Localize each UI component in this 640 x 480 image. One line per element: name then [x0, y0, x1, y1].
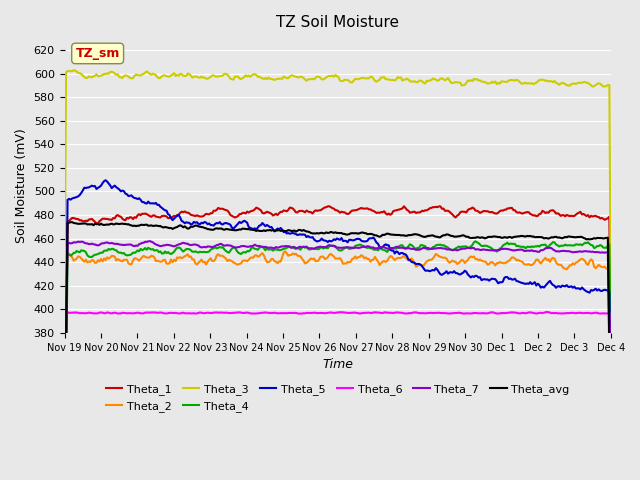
Line: Theta_6: Theta_6	[65, 312, 611, 469]
Theta_5	[129, 194, 137, 200]
Line: Theta_5: Theta_5	[65, 180, 611, 480]
Theta_avg	[129, 223, 137, 229]
Theta_1	[242, 211, 250, 216]
Theta_7	[607, 461, 614, 467]
Theta_6	[543, 309, 551, 315]
X-axis label: Time: Time	[322, 359, 353, 372]
Theta_6	[300, 311, 307, 316]
Theta_2	[61, 432, 68, 437]
Theta_avg	[61, 444, 68, 450]
Theta_4	[578, 242, 586, 248]
Line: Theta_7: Theta_7	[65, 241, 611, 464]
Theta_7	[225, 242, 233, 248]
Theta_3	[607, 314, 614, 320]
Line: Theta_4: Theta_4	[65, 241, 611, 480]
Theta_1	[127, 215, 135, 220]
Theta_5	[607, 411, 614, 417]
Title: TZ Soil Moisture: TZ Soil Moisture	[276, 15, 399, 30]
Theta_6	[127, 310, 135, 316]
Theta_6	[61, 466, 68, 471]
Theta_2	[242, 258, 250, 264]
Theta_6	[607, 466, 614, 472]
Theta_avg	[225, 227, 233, 232]
Theta_2	[607, 435, 614, 441]
Theta_3	[225, 73, 233, 79]
Line: Theta_3: Theta_3	[65, 70, 611, 317]
Theta_3	[70, 67, 77, 73]
Line: Theta_avg: Theta_avg	[65, 222, 611, 455]
Theta_2	[251, 252, 259, 258]
Theta_1	[223, 208, 231, 214]
Theta_1	[578, 212, 586, 217]
Theta_avg	[607, 452, 614, 457]
Theta_5	[301, 232, 309, 238]
Theta_4	[472, 239, 479, 244]
Theta_2	[223, 258, 231, 264]
Theta_6	[251, 311, 259, 316]
Theta_2	[127, 261, 135, 267]
Theta_1	[326, 204, 333, 209]
Theta_7	[146, 238, 154, 244]
Theta_4	[127, 252, 135, 257]
Theta_2	[578, 256, 586, 262]
Theta_3	[61, 306, 68, 312]
Theta_5	[252, 227, 260, 232]
Theta_3	[129, 75, 137, 81]
Theta_7	[578, 249, 586, 255]
Theta_2	[282, 249, 289, 254]
Theta_4	[607, 375, 614, 381]
Theta_6	[242, 310, 250, 316]
Theta_avg	[243, 226, 251, 232]
Theta_7	[243, 244, 251, 250]
Theta_avg	[578, 234, 586, 240]
Theta_5	[578, 285, 586, 290]
Theta_4	[251, 246, 259, 252]
Theta_3	[578, 80, 586, 85]
Theta_avg	[68, 219, 76, 225]
Theta_5	[225, 221, 233, 227]
Legend: Theta_1, Theta_2, Theta_3, Theta_4, Theta_5, Theta_6, Theta_7, Theta_avg: Theta_1, Theta_2, Theta_3, Theta_4, Thet…	[101, 380, 574, 416]
Theta_6	[223, 310, 231, 315]
Theta_7	[61, 455, 68, 461]
Line: Theta_2: Theta_2	[65, 252, 611, 438]
Theta_4	[223, 249, 231, 255]
Theta_4	[300, 244, 307, 250]
Theta_1	[607, 354, 614, 360]
Line: Theta_1: Theta_1	[65, 206, 611, 480]
Theta_5	[102, 177, 109, 183]
Theta_7	[127, 242, 135, 248]
Theta_avg	[301, 228, 309, 234]
Theta_7	[252, 243, 260, 249]
Y-axis label: Soil Moisture (mV): Soil Moisture (mV)	[15, 128, 28, 243]
Theta_3	[252, 72, 260, 78]
Theta_2	[301, 261, 309, 266]
Theta_7	[301, 244, 309, 250]
Theta_1	[300, 208, 307, 214]
Theta_1	[251, 206, 259, 212]
Theta_6	[578, 310, 586, 316]
Theta_4	[242, 250, 250, 255]
Text: TZ_sm: TZ_sm	[76, 47, 120, 60]
Theta_3	[243, 73, 251, 79]
Theta_avg	[252, 228, 260, 234]
Theta_5	[243, 220, 251, 226]
Theta_3	[301, 76, 309, 82]
